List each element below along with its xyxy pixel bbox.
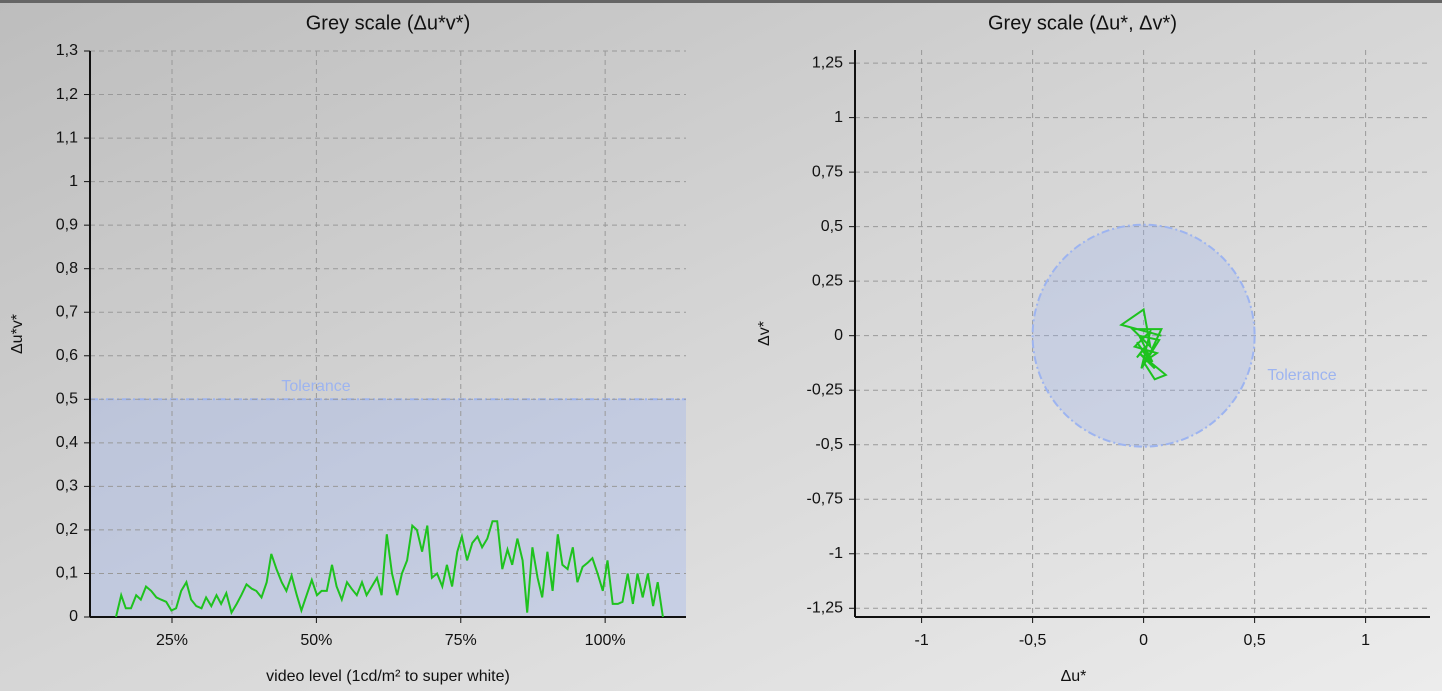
- y-tick-label: 1: [834, 109, 843, 126]
- x-tick-label: 0,5: [1243, 632, 1265, 649]
- y-axis-label: Δv*: [756, 321, 773, 346]
- y-tick-label: -1: [829, 545, 843, 562]
- y-tick-label: 1,1: [56, 129, 78, 146]
- y-axis-label: Δu*v*: [9, 314, 26, 354]
- y-tick-label: 0,4: [56, 434, 78, 451]
- chart-title: Grey scale (Δu*v*): [306, 12, 471, 34]
- y-tick-label: 0,75: [812, 163, 843, 180]
- data-line: [115, 520, 664, 618]
- y-tick-label: 1,3: [56, 42, 78, 59]
- y-tick-label: 1,2: [56, 86, 78, 103]
- x-tick-label: 25%: [156, 632, 188, 649]
- tolerance-label: Tolerance: [281, 378, 350, 395]
- x-tick-label: -1: [914, 632, 928, 649]
- y-tick-label: 0: [69, 608, 78, 625]
- y-tick-label: -0,5: [815, 436, 843, 453]
- y-tick-label: 0,2: [56, 521, 78, 538]
- y-tick-label: -0,25: [807, 381, 844, 398]
- x-tick-label: 50%: [300, 632, 332, 649]
- x-tick-label: 0: [1139, 632, 1148, 649]
- y-tick-label: 0,9: [56, 216, 78, 233]
- y-tick-label: -1,25: [807, 599, 844, 616]
- x-tick-label: -0,5: [1019, 632, 1047, 649]
- y-tick-label: 0,7: [56, 303, 78, 320]
- y-tick-label: 1: [69, 173, 78, 190]
- y-tick-label: 0,5: [821, 218, 843, 235]
- data-line: [1119, 307, 1168, 381]
- y-tick-label: 0,3: [56, 478, 78, 495]
- x-axis-label: video level (1cd/m² to super white): [266, 668, 510, 685]
- x-tick-label: 1: [1361, 632, 1370, 649]
- x-tick-label: 100%: [585, 632, 626, 649]
- y-tick-label: 0,6: [56, 347, 78, 364]
- y-tick-label: -0,75: [807, 490, 844, 507]
- tolerance-band: [90, 399, 686, 617]
- y-tick-label: 0: [834, 327, 843, 344]
- x-tick-label: 75%: [445, 632, 477, 649]
- y-tick-label: 0,5: [56, 391, 78, 408]
- x-axis-label: Δu*: [1061, 668, 1087, 685]
- top-border: [0, 0, 1442, 3]
- y-tick-label: 1,25: [812, 54, 843, 71]
- y-tick-label: 0,25: [812, 272, 843, 289]
- tolerance-label: Tolerance: [1267, 367, 1336, 384]
- chart-title: Grey scale (Δu*, Δv*): [988, 12, 1177, 34]
- y-tick-label: 0,1: [56, 565, 78, 582]
- y-tick-label: 0,8: [56, 260, 78, 277]
